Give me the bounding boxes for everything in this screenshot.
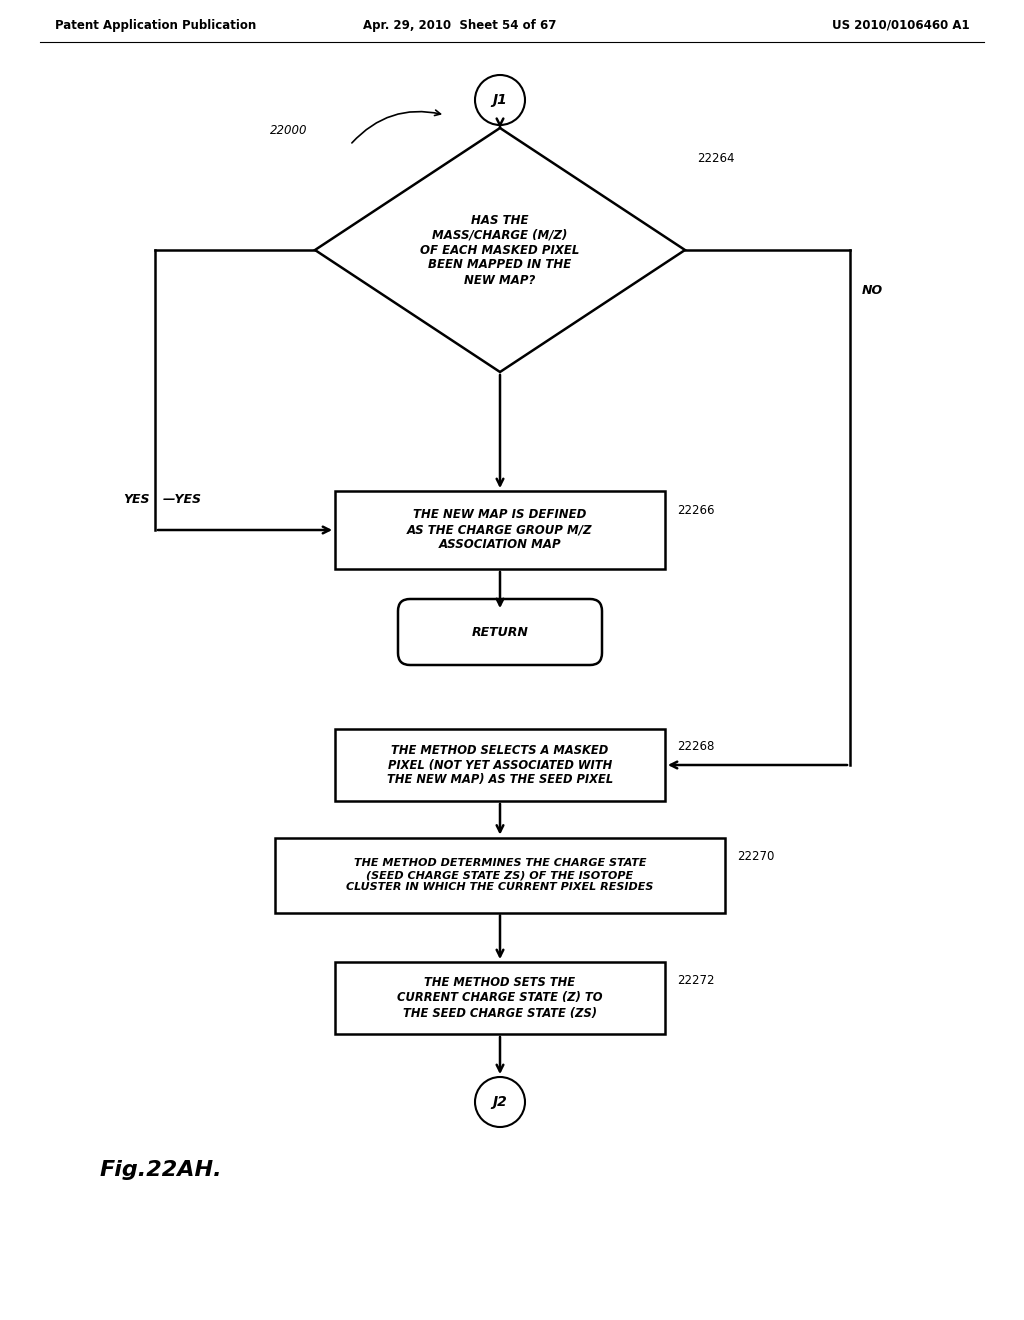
Text: J2: J2 [493,1096,507,1109]
FancyBboxPatch shape [335,491,665,569]
Polygon shape [315,128,685,372]
FancyBboxPatch shape [398,599,602,665]
FancyBboxPatch shape [335,962,665,1034]
Text: NO: NO [862,284,883,297]
Circle shape [475,1077,525,1127]
Text: 22000: 22000 [270,124,307,136]
Text: THE METHOD DETERMINES THE CHARGE STATE
(SEED CHARGE STATE ZS) OF THE ISOTOPE
CLU: THE METHOD DETERMINES THE CHARGE STATE (… [346,858,653,891]
Text: 22266: 22266 [677,504,715,517]
Text: THE METHOD SELECTS A MASKED
PIXEL (NOT YET ASSOCIATED WITH
THE NEW MAP) AS THE S: THE METHOD SELECTS A MASKED PIXEL (NOT Y… [387,743,613,787]
FancyBboxPatch shape [275,837,725,912]
Text: Fig.22AH.: Fig.22AH. [100,1160,222,1180]
Text: 22268: 22268 [677,741,715,754]
Text: Apr. 29, 2010  Sheet 54 of 67: Apr. 29, 2010 Sheet 54 of 67 [364,18,557,32]
FancyBboxPatch shape [335,729,665,801]
Text: 22270: 22270 [737,850,774,863]
Text: —YES: —YES [163,494,202,507]
Text: HAS THE
MASS/CHARGE (M/Z)
OF EACH MASKED PIXEL
BEEN MAPPED IN THE
NEW MAP?: HAS THE MASS/CHARGE (M/Z) OF EACH MASKED… [420,214,580,286]
Text: THE NEW MAP IS DEFINED
AS THE CHARGE GROUP M/Z
ASSOCIATION MAP: THE NEW MAP IS DEFINED AS THE CHARGE GRO… [408,508,593,552]
Text: 22264: 22264 [697,152,734,165]
Text: RETURN: RETURN [472,626,528,639]
Circle shape [475,75,525,125]
Text: US 2010/0106460 A1: US 2010/0106460 A1 [833,18,970,32]
Text: Patent Application Publication: Patent Application Publication [55,18,256,32]
Text: THE METHOD SETS THE
CURRENT CHARGE STATE (Z) TO
THE SEED CHARGE STATE (ZS): THE METHOD SETS THE CURRENT CHARGE STATE… [397,977,603,1019]
Text: 22272: 22272 [677,973,715,986]
Text: YES: YES [124,494,150,507]
Text: J1: J1 [493,92,507,107]
